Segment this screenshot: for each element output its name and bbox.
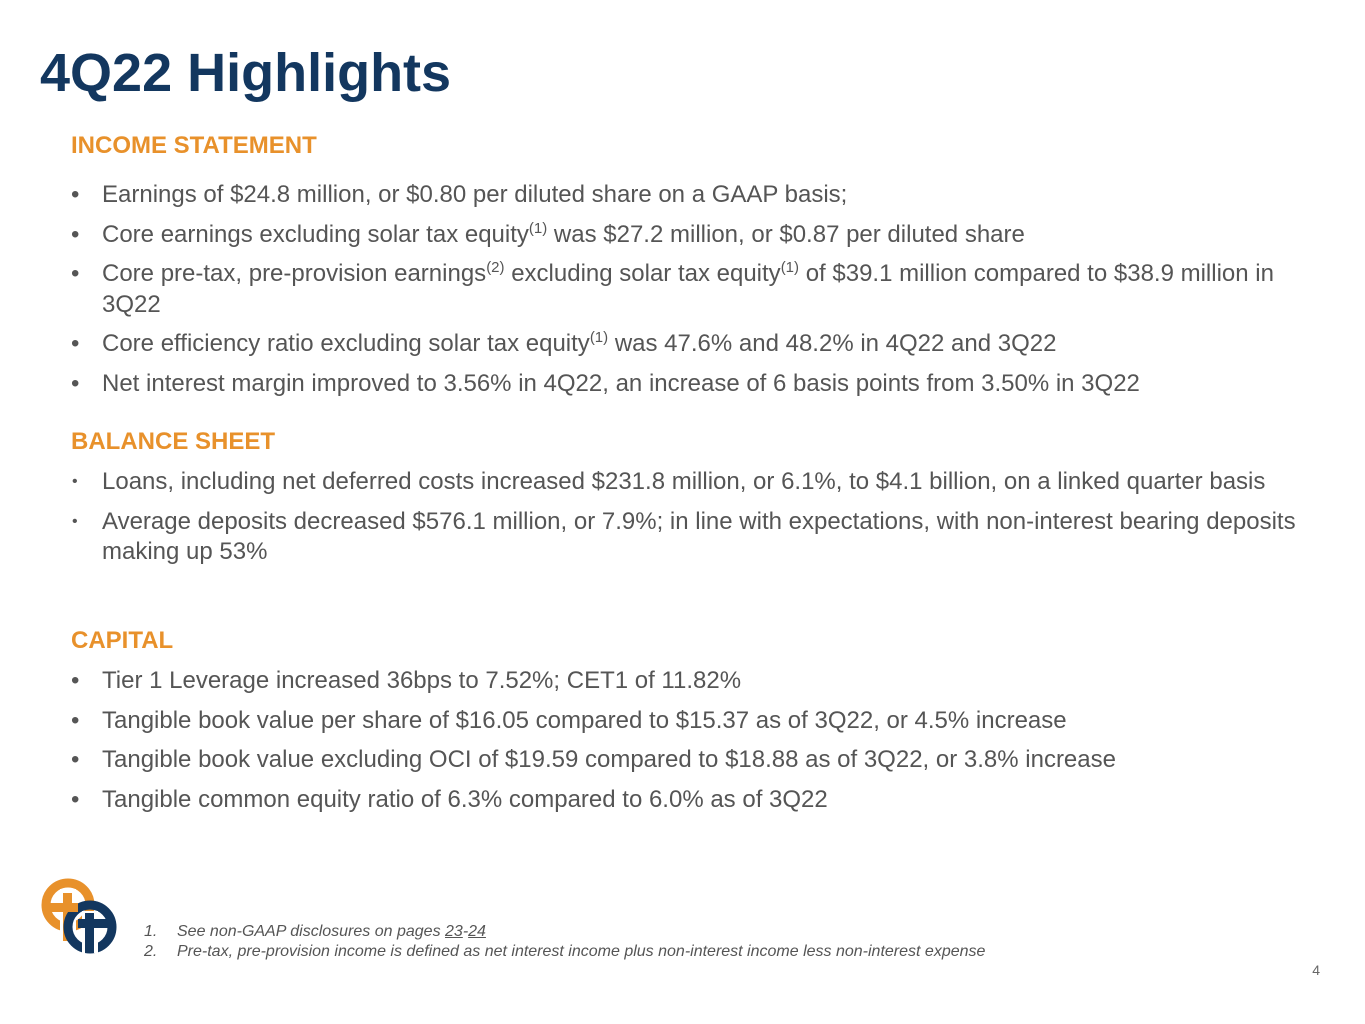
list-item: Core earnings excluding solar tax equity… bbox=[71, 220, 1311, 251]
balance-sheet-heading: BALANCE SHEET bbox=[71, 428, 276, 455]
company-logo-icon bbox=[38, 875, 120, 962]
income-statement-heading: INCOME STATEMENT bbox=[71, 132, 317, 159]
list-item: Net interest margin improved to 3.56% in… bbox=[71, 369, 1311, 400]
footnote-ref: (2) bbox=[486, 259, 505, 276]
balance-sheet-list: Loans, including net deferred costs incr… bbox=[71, 467, 1311, 577]
list-item: Earnings of $24.8 million, or $0.80 per … bbox=[71, 180, 1311, 211]
page-number: 4 bbox=[1312, 962, 1320, 978]
income-statement-list: Earnings of $24.8 million, or $0.80 per … bbox=[71, 180, 1311, 408]
capital-list: Tier 1 Leverage increased 36bps to 7.52%… bbox=[71, 666, 1311, 824]
list-item: Core pre-tax, pre-provision earnings(2) … bbox=[71, 259, 1311, 320]
list-item: Core efficiency ratio excluding solar ta… bbox=[71, 329, 1311, 360]
list-item: Tangible book value excluding OCI of $19… bbox=[71, 745, 1311, 776]
list-item: Tangible common equity ratio of 6.3% com… bbox=[71, 785, 1311, 816]
footnote-ref: (1) bbox=[528, 219, 548, 237]
list-item: Average deposits decreased $576.1 millio… bbox=[71, 507, 1311, 568]
page-title: 4Q22 Highlights bbox=[40, 43, 452, 103]
list-item: Tangible book value per share of $16.05 … bbox=[71, 706, 1311, 737]
capital-heading: CAPITAL bbox=[71, 627, 174, 654]
footnote-ref: (1) bbox=[589, 329, 609, 346]
list-item: Tier 1 Leverage increased 36bps to 7.52%… bbox=[71, 666, 1311, 697]
footnote-item: 1. See non-GAAP disclosures on pages 23-2… bbox=[144, 923, 486, 940]
page-link-23[interactable]: 23 bbox=[445, 923, 463, 940]
footnotes: 1. See non-GAAP disclosures on pages 23-2… bbox=[144, 922, 985, 962]
list-item: Loans, including net deferred costs incr… bbox=[71, 467, 1311, 498]
page-link-24[interactable]: 24 bbox=[468, 923, 486, 940]
footnote-item: 2. Pre-tax, pre-provision income is defin… bbox=[144, 943, 986, 960]
footnote-ref: (1) bbox=[780, 259, 800, 276]
